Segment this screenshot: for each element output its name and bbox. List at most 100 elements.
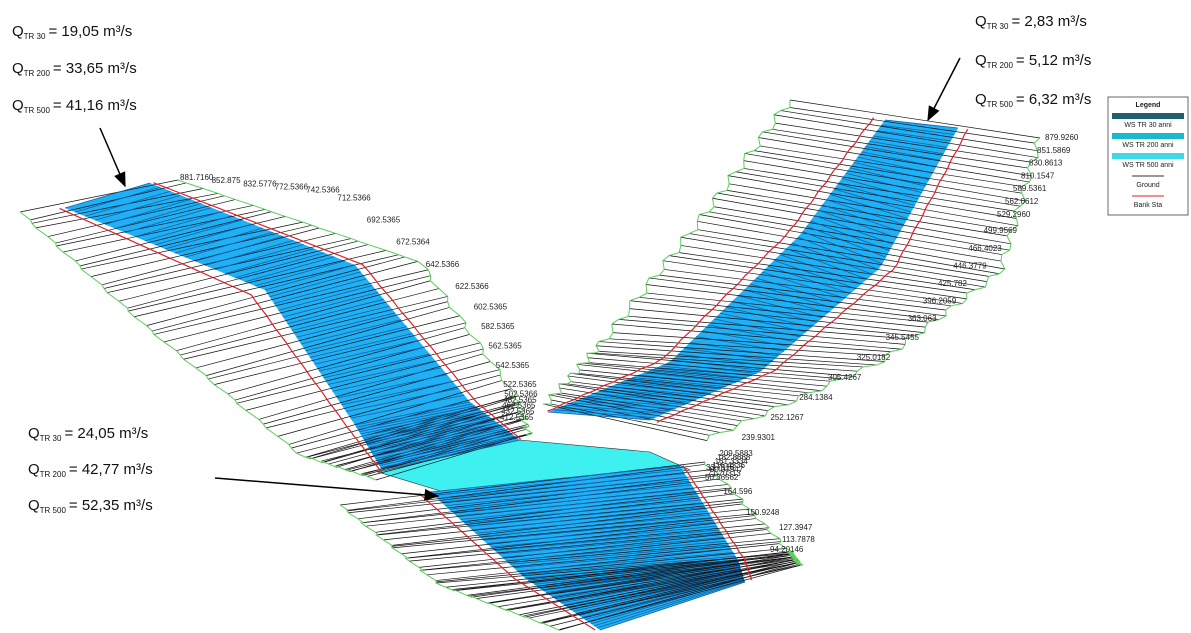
- subscript: TR 200: [987, 61, 1014, 70]
- ws-line: [513, 548, 732, 569]
- ws-line: [309, 333, 413, 358]
- cross-section: [589, 362, 831, 382]
- ws-line: [632, 376, 727, 388]
- ws-line: [357, 405, 476, 430]
- station-label: 830.8613: [1029, 159, 1063, 168]
- ws-line: [604, 388, 701, 399]
- ws-line: [354, 401, 471, 426]
- station-label: 562.0612: [1005, 197, 1039, 206]
- ws-line: [479, 514, 711, 538]
- station-label: 446.3779: [953, 261, 987, 270]
- ws-line: [345, 387, 459, 412]
- ws-line: [570, 402, 671, 412]
- station-label: 832.5776: [243, 179, 277, 188]
- arrow: [927, 57, 961, 122]
- ws-line: [154, 219, 243, 246]
- discharge-label: QTR 500 = 6,32 m³/s: [975, 91, 1091, 109]
- cross-section: [570, 372, 797, 402]
- station-label: 642.5366: [426, 260, 460, 269]
- cross-section: [127, 244, 369, 309]
- ws-line: [74, 186, 161, 213]
- symbol: Q: [28, 425, 40, 442]
- station-label: 542.5365: [496, 361, 530, 370]
- value: = 6,32 m³/s: [1016, 91, 1091, 108]
- cross-section: [422, 533, 771, 571]
- ws-line: [314, 339, 419, 365]
- cross-section: [435, 543, 780, 581]
- station-label: 522.5365: [503, 380, 537, 389]
- ws-line: [214, 244, 304, 270]
- ws-line: [785, 248, 868, 280]
- ws-line: [174, 227, 263, 254]
- ws-line: [369, 422, 498, 451]
- ws-line: [360, 409, 481, 435]
- ws-line: [363, 413, 486, 439]
- cross-section: [612, 332, 891, 352]
- ws-line: [486, 522, 715, 544]
- discharge-label: QTR 30 = 24,05 m³/s: [28, 425, 148, 443]
- ws-line: [884, 119, 959, 129]
- ws-line: [865, 146, 941, 161]
- cross-section: [392, 513, 757, 549]
- station-label: 672.5364: [396, 238, 430, 247]
- ws-line: [494, 529, 720, 551]
- ws-line: [300, 319, 402, 345]
- cross-section: [128, 250, 387, 312]
- cross-section: [375, 434, 527, 481]
- legend-entry: WS TR 30 anni: [1124, 122, 1172, 129]
- station-label: 851.5869: [1037, 146, 1071, 155]
- ws-line: [861, 151, 937, 168]
- ws-line: [576, 400, 676, 410]
- cross-section: [618, 319, 906, 345]
- cross-section: [594, 352, 858, 372]
- ws-line: [254, 260, 345, 287]
- subscript: TR 500: [40, 506, 67, 515]
- ws-line: [596, 580, 745, 629]
- cross-section: [436, 548, 787, 583]
- cross-section: [401, 515, 755, 555]
- station-label: 879.9260: [1045, 133, 1079, 142]
- station-label: 602.5365: [474, 303, 508, 312]
- cross-section: [558, 383, 766, 417]
- cross-section: [214, 322, 467, 385]
- cross-section: [780, 110, 1038, 152]
- cross-section: [578, 373, 799, 397]
- value: = 41,16 m³/s: [53, 97, 137, 114]
- ground-edge: [542, 99, 791, 405]
- ws-line: [490, 525, 718, 548]
- cross-section: [90, 224, 312, 277]
- subscript: TR 30: [987, 22, 1009, 31]
- ws-line: [483, 518, 713, 541]
- legend-title: Legend: [1136, 102, 1161, 109]
- ws-line: [791, 242, 873, 275]
- station-label: 50.36562: [705, 473, 739, 482]
- station-label: 466.4023: [968, 244, 1002, 253]
- cross-section: [689, 233, 987, 282]
- subscript: TR 200: [40, 470, 67, 479]
- cross-section: [195, 301, 448, 369]
- cross-section: [476, 556, 795, 599]
- cross-section: [697, 229, 989, 277]
- symbol: Q: [975, 91, 987, 108]
- ws-line: [134, 211, 222, 238]
- ws-line: [124, 207, 212, 233]
- station-label: 71.70313: [707, 469, 741, 478]
- ground-edge: [706, 137, 1041, 441]
- ws-line: [467, 503, 704, 527]
- ws-line: [104, 199, 192, 225]
- cross-section: [265, 369, 501, 429]
- cross-section: [466, 553, 790, 596]
- ws-line: [475, 510, 708, 534]
- cross-section: [762, 131, 1032, 177]
- cross-section: [101, 227, 320, 286]
- ground-edge: [177, 179, 534, 436]
- bank-line: [59, 207, 382, 472]
- station-label: 712.5366: [337, 194, 371, 203]
- ws-line: [332, 367, 442, 392]
- station-label: 305.4267: [828, 373, 862, 382]
- ws-line: [273, 278, 367, 304]
- cross-section: [744, 153, 1026, 202]
- cross-section: [662, 260, 963, 304]
